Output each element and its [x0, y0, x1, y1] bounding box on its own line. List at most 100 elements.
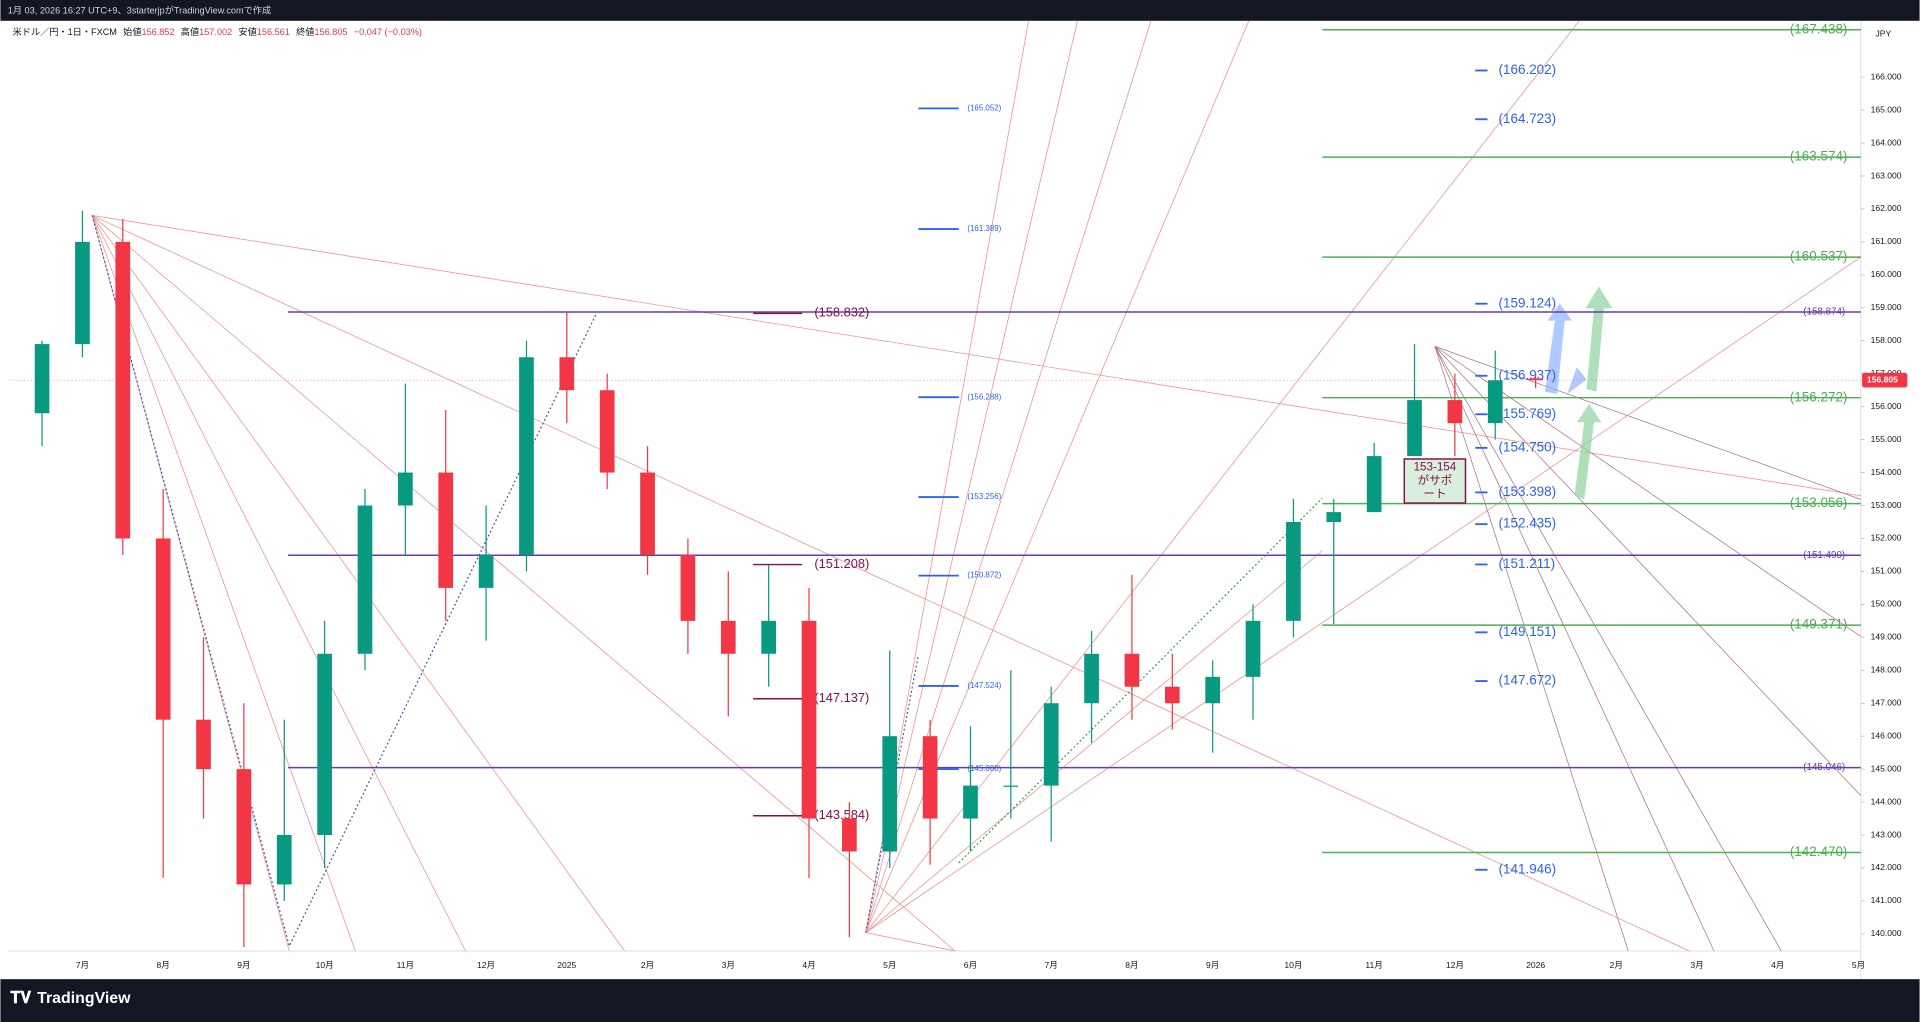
- level-label: (161.389): [967, 224, 1001, 233]
- x-tick-label: 11月: [1365, 960, 1382, 970]
- open-label: 始値: [123, 26, 141, 37]
- x-tick-label: 8月: [157, 960, 170, 970]
- candle-body: [761, 620, 776, 654]
- level-label: (158.832): [814, 305, 869, 320]
- y-tick-label: 163.000: [1871, 170, 1902, 180]
- level-label: (152.435): [1499, 516, 1557, 531]
- candle-body: [317, 653, 332, 836]
- level-label: (143.584): [814, 807, 869, 822]
- candle-body: [357, 505, 373, 654]
- y-tick-label: 141.000: [1871, 895, 1902, 905]
- y-tick-label: 149.000: [1871, 632, 1902, 642]
- candle-body: [1447, 400, 1463, 424]
- y-tick-label: 161.000: [1871, 236, 1902, 246]
- candle-body: [963, 785, 978, 819]
- candle-body: [1003, 785, 1019, 787]
- annotation: 153-154 がサポ ート: [1403, 458, 1467, 504]
- y-tick-label: 150.000: [1871, 599, 1902, 609]
- x-tick-label: 2月: [641, 960, 654, 970]
- candle-body: [1164, 686, 1180, 704]
- level-label: (163.574): [1790, 149, 1848, 164]
- arrows: [1545, 286, 1613, 500]
- x-tick-label: 2月: [1610, 960, 1623, 970]
- level-label: (167.438): [1790, 21, 1848, 36]
- level-label: (158.874): [1803, 307, 1845, 318]
- x-tick-label: 5月: [883, 960, 896, 970]
- y-tick-label: 159.000: [1871, 302, 1902, 312]
- y-tick-label: 164.000: [1871, 137, 1902, 147]
- level-label: (151.211): [1499, 556, 1556, 571]
- x-tick-label: 3月: [1690, 960, 1703, 970]
- plot: 140.000 141.000 142.000 143.000 144.000 145.0…: [8, 21, 1908, 970]
- candle-body: [720, 620, 736, 654]
- candle-body: [1528, 378, 1543, 381]
- level-label: (153.256): [967, 492, 1001, 501]
- brand: TradingView: [37, 990, 131, 1007]
- level-label: (147.672): [1499, 673, 1557, 688]
- candle-body: [438, 472, 454, 588]
- level-label: (156.272): [1790, 389, 1848, 404]
- candle-body: [1286, 521, 1301, 621]
- level-label: (147.524): [967, 681, 1001, 690]
- candle-body: [1326, 512, 1342, 522]
- x-tick-label: 9月: [237, 960, 250, 970]
- change: −0.047 (−0.03%): [354, 27, 422, 37]
- candle-body: [398, 472, 413, 506]
- x-tick-label: 8月: [1125, 960, 1138, 970]
- level-label: (149.151): [1499, 624, 1557, 639]
- candle-body: [559, 357, 575, 391]
- y-tick-label: 146.000: [1871, 730, 1902, 740]
- x-tick-label: 3月: [722, 960, 735, 970]
- y-tick-label: 147.000: [1871, 697, 1902, 707]
- level-label: (151.208): [814, 556, 869, 571]
- level-label: (155.769): [1499, 406, 1557, 421]
- close-value: 156.805: [314, 27, 347, 37]
- y-unit: JPY: [1876, 29, 1892, 39]
- level-label: (159.124): [1499, 295, 1557, 310]
- legend-line: 米ドル／円・1日・FXCM 始値156.852 高値157.002 安値156.…: [13, 26, 422, 37]
- x-tick-label: 2025: [557, 960, 576, 970]
- candle-body: [801, 620, 817, 819]
- candle-body: [236, 769, 252, 885]
- level-label: (147.137): [814, 690, 869, 705]
- y-tick-label: 156.000: [1871, 401, 1902, 411]
- footer: [0, 979, 1920, 1022]
- low-label: 安値: [238, 26, 256, 37]
- candle-body: [922, 736, 938, 819]
- y-tick-label: 143.000: [1871, 829, 1902, 839]
- candle-body: [1245, 620, 1261, 677]
- y-tick-label: 165.000: [1871, 104, 1902, 114]
- y-tick-label: 151.000: [1871, 566, 1902, 576]
- y-tick-label: 152.000: [1871, 533, 1902, 543]
- candle-body: [842, 818, 857, 852]
- top-bar: [0, 0, 1920, 21]
- candle-body: [1366, 456, 1382, 513]
- caption: 1月 03, 2026 16:27 UTC+9、3starterjpがTradi…: [8, 4, 271, 15]
- close-label: 終値: [296, 26, 314, 37]
- x-tick-label: 5月: [1852, 960, 1865, 970]
- y-tick-label: 144.000: [1871, 796, 1902, 806]
- x-tick-label: 9月: [1206, 960, 1219, 970]
- x-tick-label: 4月: [802, 960, 815, 970]
- level-label: (164.723): [1499, 111, 1557, 126]
- candle-body: [1407, 400, 1422, 457]
- level-label: (145.000): [967, 764, 1001, 773]
- annotation-box: [1403, 458, 1467, 504]
- level-label: (156.288): [967, 392, 1001, 401]
- x-tick-label: 10月: [316, 960, 334, 970]
- high-label: 高値: [181, 26, 199, 37]
- logo: 𝐓𝐕: [10, 990, 31, 1007]
- high-value: 157.002: [199, 27, 232, 37]
- y-tick-label: 148.000: [1871, 665, 1902, 675]
- candle-body: [1124, 653, 1140, 687]
- y-tick-label: 158.000: [1871, 335, 1902, 345]
- annotation-line: がサポ: [1417, 473, 1452, 487]
- level-label: (150.872): [967, 571, 1001, 580]
- y-tick-label: 160.000: [1871, 269, 1902, 279]
- y-tick-label: 153.000: [1871, 500, 1902, 510]
- candle-body: [640, 472, 655, 555]
- x-tick-label: 7月: [1045, 960, 1058, 970]
- level-label: (165.052): [967, 103, 1001, 112]
